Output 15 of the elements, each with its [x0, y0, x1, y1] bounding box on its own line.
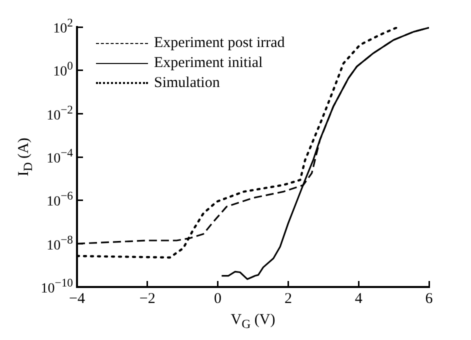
x-tick-label: 2	[284, 291, 292, 308]
y-tick-label: 10$^{−2}$	[46, 103, 73, 124]
legend-label: Experiment initial	[154, 54, 263, 72]
legend-label: Experiment post irrad	[154, 34, 285, 52]
x-tick-label: −2	[139, 291, 156, 308]
legend-label: Simulation	[154, 74, 220, 92]
y-tick-label: 10$^{−4}$	[46, 146, 73, 168]
y-tick-label: 10$^{−8}$	[46, 233, 73, 254]
x-tick-label: 6	[425, 291, 433, 308]
x-tick-label: 4	[354, 291, 362, 308]
y-tick-label: 10$^{−6}$	[46, 190, 73, 211]
x-axis-title: V$_{G}$ (V)	[230, 312, 276, 332]
x-tick-label: 0	[214, 291, 222, 308]
y-tick-label: 10$^{0}$	[53, 60, 73, 81]
y-tick-label: 10$^{2}$	[53, 16, 73, 38]
